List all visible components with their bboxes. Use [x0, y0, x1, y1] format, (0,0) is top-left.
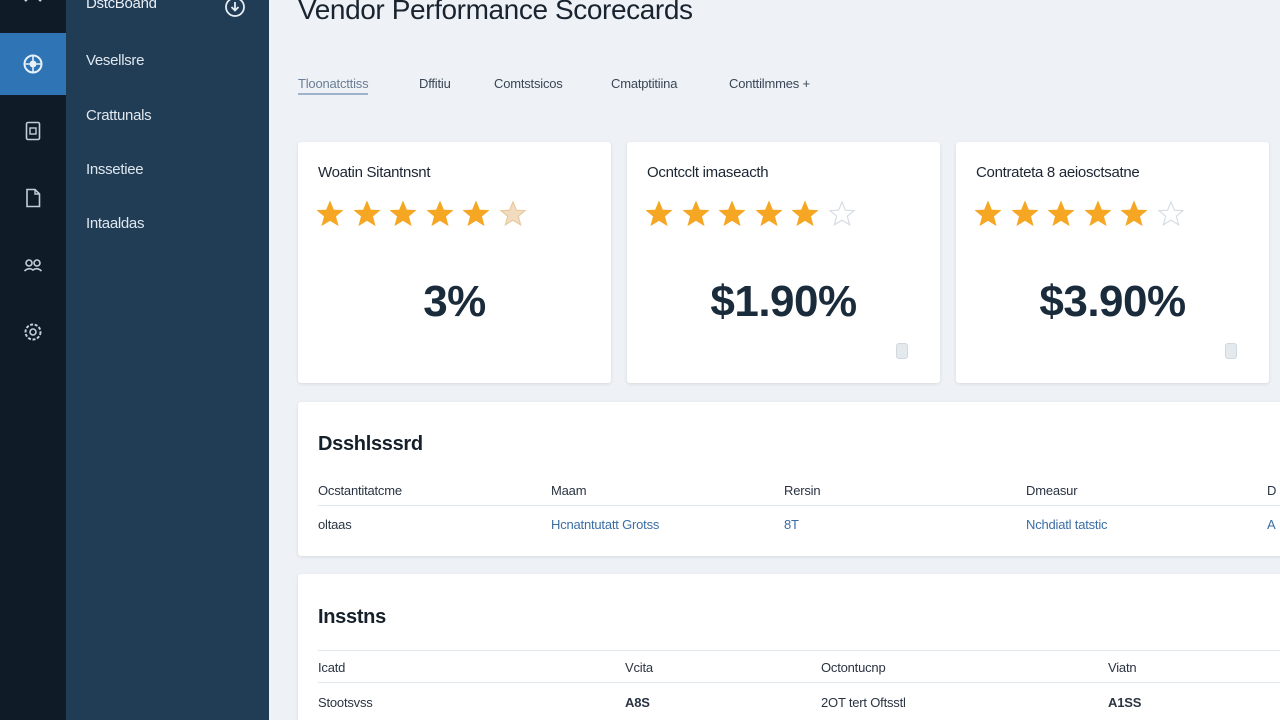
sidebar: DstcBoand Vesellsre Crattunals Inssetiee…: [66, 0, 269, 720]
star-icon: [425, 200, 454, 227]
star-icon: [1120, 200, 1148, 227]
column-header[interactable]: D: [1267, 483, 1277, 498]
star-rating: [974, 200, 1193, 228]
star-icon: [352, 200, 381, 227]
home-icon: [24, 0, 42, 2]
insights-panel: Insstns Icatd Vcita Octontucnp Viatn Sto…: [298, 574, 1280, 720]
document-icon: [25, 121, 41, 141]
header-divider: [318, 505, 1280, 506]
tab-1[interactable]: Tloonatcttiss: [298, 76, 369, 95]
sidebar-item-4[interactable]: Intaaldas: [86, 215, 145, 232]
star-icon: [1156, 200, 1185, 227]
table-cell-link[interactable]: Hcnatntutatt Grotss: [551, 517, 660, 532]
star-rating: [316, 200, 535, 228]
star-icon: [1083, 200, 1112, 227]
scorecard[interactable]: Ocntcclt imaseacth $1.90%: [627, 142, 940, 383]
sidebar-item-3[interactable]: Inssetiee: [86, 161, 144, 178]
rail-item-document[interactable]: [0, 100, 66, 162]
info-icon[interactable]: [1225, 343, 1237, 359]
star-icon: [1047, 200, 1075, 227]
page-title: Vendor Performance Scorecards: [298, 0, 693, 25]
scorecard-title: Contrateta 8 aeiosctsatne: [976, 164, 1140, 181]
tab-5[interactable]: Conttilmmes +: [729, 76, 810, 91]
info-icon[interactable]: [896, 343, 908, 359]
star-icon: [754, 200, 783, 227]
column-header[interactable]: Icatd: [318, 660, 346, 675]
table-cell: A1SS: [1108, 695, 1142, 710]
table-cell: A8S: [625, 695, 650, 710]
column-header[interactable]: Dmeasur: [1026, 483, 1078, 498]
rail-item-globe[interactable]: [0, 0, 66, 32]
star-icon: [718, 200, 746, 227]
rail-item-file[interactable]: [0, 167, 66, 229]
file-icon: [26, 188, 41, 208]
panel-title: Dsshlsssrd: [318, 433, 423, 455]
scorecard-title: Woatin Sitantnsnt: [318, 164, 431, 181]
table-cell: Stootsvss: [318, 695, 373, 710]
table-cell: 2OT tert Oftsstl: [821, 695, 906, 710]
column-header[interactable]: Maam: [551, 483, 587, 498]
star-icon: [974, 200, 1002, 227]
star-icon: [498, 200, 527, 227]
column-header[interactable]: Octontucnp: [821, 660, 886, 675]
column-header[interactable]: Viatn: [1108, 660, 1137, 675]
rail-item-settings[interactable]: [0, 301, 66, 363]
scorecard[interactable]: Woatin Sitantnsnt 3%: [298, 142, 611, 383]
scorecard-title: Ocntcclt imaseacth: [647, 164, 769, 181]
scorecard[interactable]: Contrateta 8 aeiosctsatne $3.90%: [956, 142, 1269, 383]
table-cell: oltaas: [318, 517, 352, 532]
main-content: Vendor Performance Scorecards Tloonatctt…: [270, 0, 1280, 720]
star-icon: [681, 200, 710, 227]
star-icon: [316, 200, 344, 227]
star-icon: [462, 200, 490, 227]
rail-item-people[interactable]: [0, 234, 66, 296]
sidebar-item-2[interactable]: Crattunals: [86, 107, 152, 124]
star-icon: [645, 200, 673, 227]
star-icon: [1010, 200, 1039, 227]
star-icon: [389, 200, 417, 227]
panel-title: Insstns: [318, 606, 386, 628]
tab-2[interactable]: Dffitiu: [419, 76, 451, 91]
title-divider: [318, 650, 1280, 651]
star-icon: [827, 200, 856, 227]
header-divider: [318, 682, 1280, 683]
table-cell-link[interactable]: A: [1267, 517, 1276, 532]
tab-4[interactable]: Cmatptitiina: [611, 76, 678, 91]
column-header[interactable]: Vcita: [625, 660, 653, 675]
tab-3[interactable]: Comtstsicos: [494, 76, 563, 91]
download-icon[interactable]: [224, 0, 246, 18]
column-header[interactable]: Ocstantitatcme: [318, 483, 402, 498]
scorecard-value: 3%: [423, 277, 486, 326]
people-icon: [23, 259, 43, 272]
star-icon: [791, 200, 819, 227]
column-header[interactable]: Rersin: [784, 483, 821, 498]
globe-icon: [23, 54, 43, 74]
table-cell-link[interactable]: Nchdiatl tatstic: [1026, 517, 1108, 532]
scorecard-value: $1.90%: [710, 277, 857, 326]
settings-icon: [24, 323, 42, 341]
star-rating: [645, 200, 864, 228]
icon-rail: [0, 0, 66, 720]
scorecard-value: $3.90%: [1039, 277, 1186, 326]
rail-item-active[interactable]: [0, 33, 66, 95]
sidebar-header[interactable]: DstcBoand: [86, 0, 157, 12]
dashboard-panel: Dsshlsssrd Ocstantitatcme Maam Rersin Dm…: [298, 402, 1280, 556]
table-cell-link[interactable]: 8T: [784, 517, 799, 532]
sidebar-item-1[interactable]: Vesellsre: [86, 52, 145, 69]
